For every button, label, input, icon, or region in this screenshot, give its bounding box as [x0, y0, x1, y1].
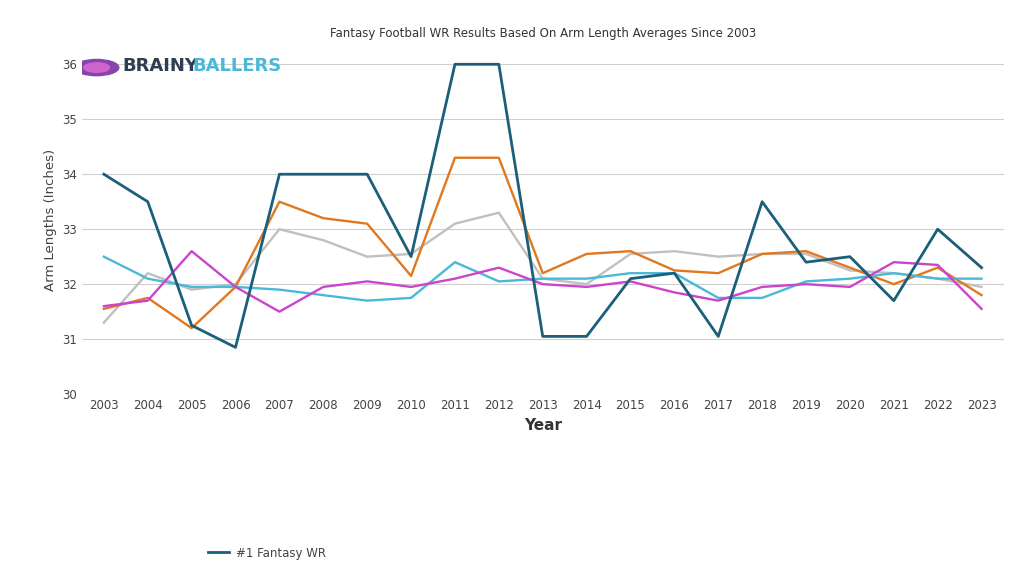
Text: BALLERS: BALLERS: [193, 57, 282, 75]
Y-axis label: Arm Lengths (Inches): Arm Lengths (Inches): [44, 149, 56, 291]
Title: Fantasy Football WR Results Based On Arm Length Averages Since 2003: Fantasy Football WR Results Based On Arm…: [330, 26, 756, 40]
Circle shape: [75, 60, 119, 75]
Legend: #1 Fantasy WR, Top 5 Fantasy Wide Receivers, Top 10 Fantasy Wide Receivers, 11th: #1 Fantasy WR, Top 5 Fantasy Wide Receiv…: [208, 547, 438, 563]
Text: BRAINY: BRAINY: [123, 57, 199, 75]
X-axis label: Year: Year: [523, 418, 562, 432]
Circle shape: [84, 63, 110, 72]
